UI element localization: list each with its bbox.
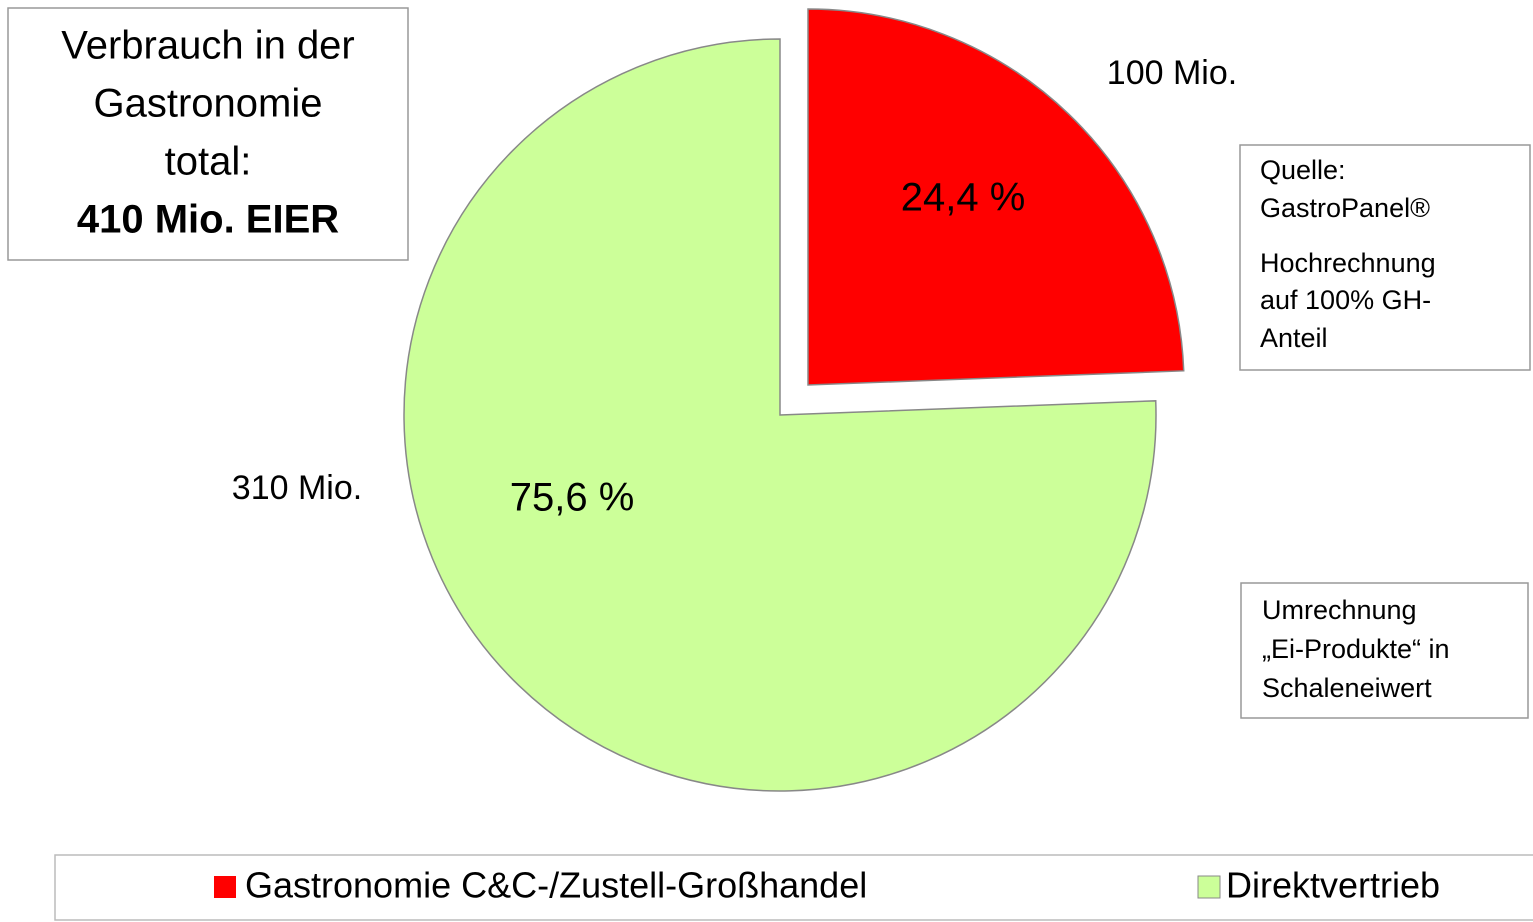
legend-box — [54, 854, 1533, 921]
annotation: „Ei-Produkte“ in — [1262, 634, 1450, 664]
legend-marker — [214, 876, 236, 898]
annotation: Quelle: — [1260, 155, 1346, 185]
source-box — [1239, 144, 1531, 371]
legend-label: Direktvertrieb — [1226, 865, 1440, 906]
legend-marker — [1197, 875, 1221, 899]
amount-label: 310 Mio. — [232, 469, 362, 507]
slice-label: 75,6 % — [510, 476, 635, 520]
pie-slice — [807, 8, 1185, 386]
note-box — [1240, 582, 1529, 719]
pie-slice — [403, 38, 1157, 792]
annotation: Umrechnung — [1262, 595, 1417, 625]
title-box — [7, 7, 409, 261]
chart-title: Gastronomie — [94, 82, 323, 126]
amount-label: 100 Mio. — [1107, 54, 1237, 92]
slice-label: 24,4 % — [901, 176, 1026, 220]
annotation: Schaleneiwert — [1262, 673, 1432, 703]
chart-title: Verbrauch in der — [61, 24, 355, 68]
annotation: auf 100% GH- — [1260, 285, 1431, 315]
chart-title-total: 410 Mio. EIER — [77, 198, 339, 242]
annotation: Anteil — [1260, 323, 1328, 353]
annotation: Hochrechnung — [1260, 248, 1436, 278]
annotation: GastroPanel® — [1260, 193, 1430, 223]
legend-label: Gastronomie C&C-/Zustell-Großhandel — [245, 865, 867, 906]
chart-title: total: — [165, 140, 252, 184]
